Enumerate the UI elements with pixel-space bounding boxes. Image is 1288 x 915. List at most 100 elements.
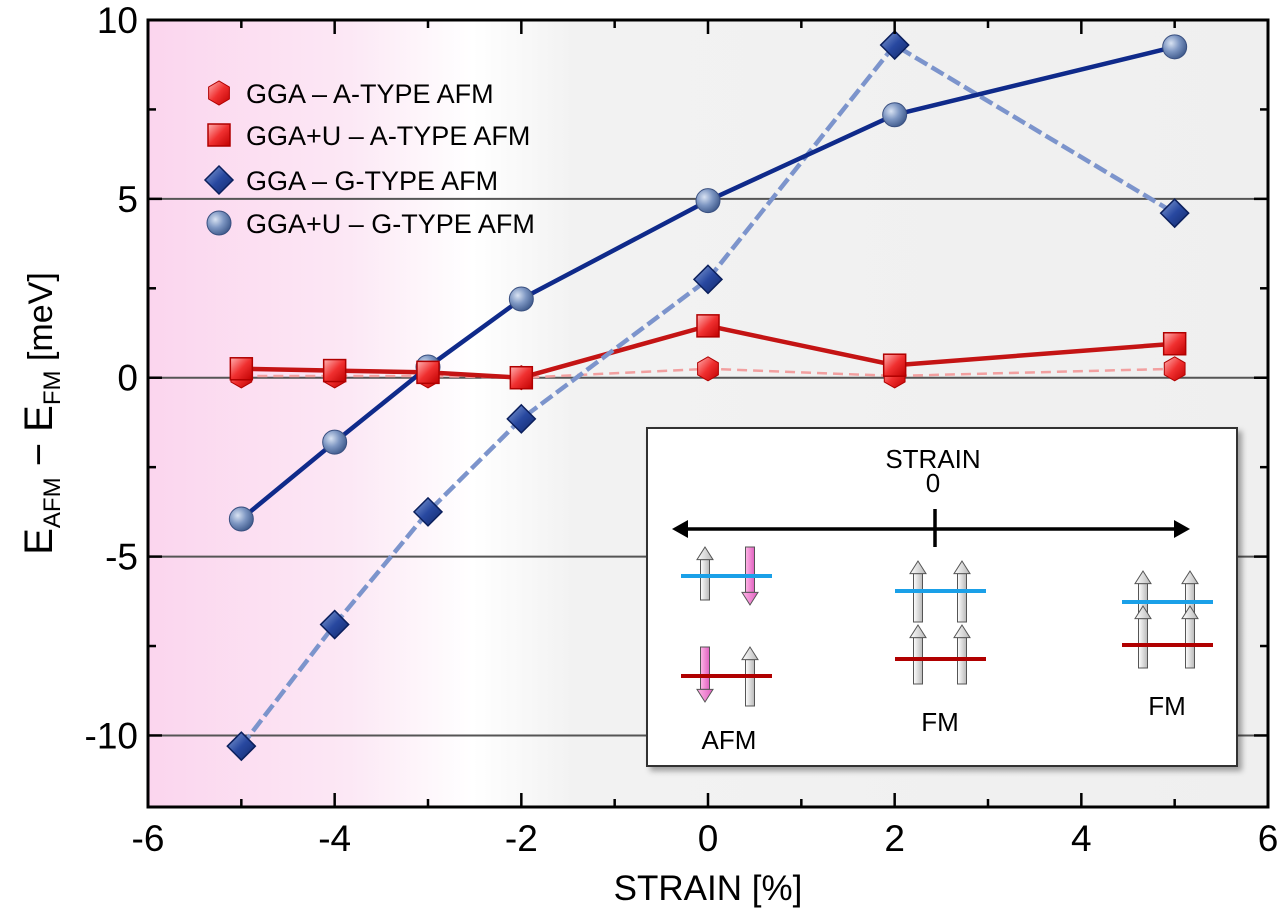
data-point <box>879 29 910 61</box>
data-point <box>322 429 348 455</box>
data-point <box>228 506 254 532</box>
spin-head <box>1134 605 1152 620</box>
data-point <box>319 609 350 640</box>
y-axis-title: EAFM − EFM [meV] <box>17 272 66 555</box>
spin-up-arrow <box>909 560 927 623</box>
spin-shaft <box>745 546 755 593</box>
data-point <box>416 360 440 385</box>
legend-marker <box>207 123 231 147</box>
spin-head <box>1181 605 1199 620</box>
spin-shaft <box>700 646 710 690</box>
data-point <box>882 353 907 377</box>
square-marker <box>229 357 254 381</box>
spin-up-arrow <box>741 646 759 707</box>
circle-marker <box>882 102 908 128</box>
square-marker <box>1162 331 1187 356</box>
arrow-right <box>1174 520 1190 538</box>
spin-shaft <box>913 573 923 623</box>
spin-shaft <box>700 559 710 601</box>
data-point <box>695 188 721 214</box>
data-point <box>1159 198 1190 229</box>
y-tick-label: 0 <box>117 358 138 399</box>
legend: GGA – A-TYPE AFM GGA+U – A-TYPE AFM GGA – … <box>203 79 535 239</box>
x-tick-label: 4 <box>1071 818 1092 859</box>
spin-down-arrow <box>696 646 714 703</box>
circle-marker <box>508 286 534 312</box>
diamond-marker <box>203 164 235 196</box>
spin-head <box>696 546 714 561</box>
spin-up-arrow <box>953 560 971 623</box>
inset-zero: 0 <box>926 468 940 498</box>
axes: -6 -4 -2 0 2 4 6 10 5 0 -5 -10 STRAIN [%] EAFM − EFM … <box>17 0 1278 908</box>
data-point <box>696 314 720 338</box>
diamond-marker <box>319 609 350 640</box>
square-marker <box>207 123 231 147</box>
legend-label: GGA – A-TYPE AFM <box>246 79 494 109</box>
circle-marker <box>206 210 232 236</box>
y-tick-label: -10 <box>85 715 138 756</box>
arrow-left <box>672 520 688 538</box>
data-point <box>697 356 719 382</box>
data-point <box>508 286 534 312</box>
y-tick-label: -5 <box>105 537 138 578</box>
data-point <box>1163 356 1186 382</box>
data-point <box>229 357 254 381</box>
x-tick-label: -6 <box>132 818 165 859</box>
legend-label: GGA+U – G-TYPE AFM <box>246 209 535 239</box>
y-tick-label: 10 <box>97 0 138 41</box>
diamond-marker <box>506 403 537 434</box>
spin-head <box>696 688 714 703</box>
square-marker <box>416 360 440 385</box>
data-point <box>506 403 537 434</box>
legend-item: GGA+U – G-TYPE AFM <box>206 209 535 239</box>
spin-head <box>909 560 927 575</box>
data-point <box>412 496 444 527</box>
spin-head <box>1181 570 1199 585</box>
legend-marker <box>203 164 235 196</box>
hexagon-marker <box>1163 356 1186 382</box>
spin-up-arrow <box>696 546 714 601</box>
data-point <box>692 264 724 295</box>
legend-item: GGA – A-TYPE AFM <box>208 79 494 109</box>
spin-head <box>1134 570 1152 585</box>
square-marker <box>882 353 907 377</box>
fm-label-1: FM <box>921 707 959 737</box>
spin-shaft <box>957 573 967 623</box>
spin-head <box>953 560 971 575</box>
fm-config-2: FM <box>1122 570 1213 721</box>
spin-head <box>741 591 759 606</box>
afm-label: AFM <box>702 725 757 755</box>
x-tick-label: -2 <box>505 818 538 859</box>
hexagon-marker <box>208 80 230 106</box>
legend-label: GGA – G-TYPE AFM <box>246 166 498 196</box>
data-point <box>509 365 534 390</box>
square-marker <box>696 314 720 338</box>
hexagon-marker <box>697 356 719 382</box>
x-tick-label: -4 <box>318 818 351 859</box>
series-markers <box>226 29 1190 762</box>
legend-marker <box>208 80 230 106</box>
spin-shaft <box>745 659 755 707</box>
x-axis-title: STRAIN [%] <box>614 869 803 908</box>
data-point <box>1162 331 1187 356</box>
diamond-marker <box>1159 198 1190 229</box>
spin-head <box>741 646 759 661</box>
x-tick-label: 6 <box>1258 818 1279 859</box>
x-tick-label: 2 <box>884 818 905 859</box>
x-tick-label: 0 <box>698 818 719 859</box>
square-marker <box>322 358 347 383</box>
legend-marker <box>206 210 232 236</box>
y-tick-label: 5 <box>117 179 138 220</box>
data-point <box>322 358 347 383</box>
inset-title: STRAIN <box>885 444 980 474</box>
square-marker <box>509 365 534 390</box>
diamond-marker <box>412 496 444 527</box>
circle-marker <box>1162 34 1188 60</box>
fm-label-2: FM <box>1148 691 1186 721</box>
fm-config-1: FM <box>895 560 986 737</box>
data-point <box>882 102 908 128</box>
spin-down-arrow <box>741 546 759 606</box>
data-point <box>1162 34 1188 60</box>
